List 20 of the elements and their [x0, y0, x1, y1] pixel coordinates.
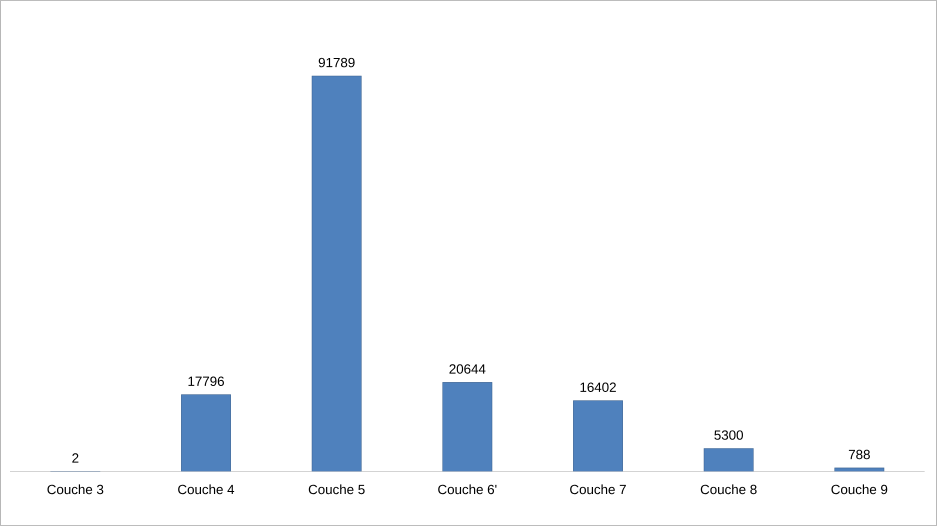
bar — [312, 76, 362, 472]
data-label: 788 — [848, 450, 870, 460]
data-label: 5300 — [714, 430, 743, 440]
data-label: 91789 — [318, 58, 355, 68]
bar — [573, 400, 623, 472]
data-label: 20644 — [449, 364, 486, 374]
x-tick-label: Couche 3 — [47, 484, 104, 494]
data-label: 17796 — [188, 376, 224, 386]
x-tick-label: Couche 8 — [700, 484, 757, 494]
bar — [704, 448, 754, 472]
x-tick-label: Couche 7 — [570, 484, 626, 494]
x-tick-label: Couche 5 — [308, 484, 365, 494]
bar — [181, 394, 231, 472]
data-label: 2 — [72, 453, 78, 463]
bar — [442, 382, 492, 472]
x-tick-label: Couche 4 — [178, 484, 234, 494]
x-tick-label: Couche 9 — [831, 484, 888, 494]
x-tick-label: Couche 6' — [438, 484, 496, 494]
bar — [834, 468, 884, 472]
data-label: 16402 — [580, 382, 616, 392]
